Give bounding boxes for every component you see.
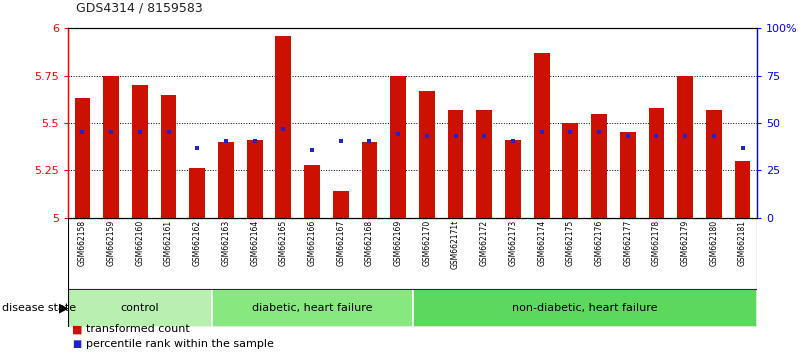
Text: GSM662179: GSM662179	[681, 220, 690, 266]
Text: GSM662176: GSM662176	[594, 220, 604, 266]
Bar	[448, 110, 464, 218]
Text: GSM662166: GSM662166	[308, 220, 316, 266]
Bar	[132, 85, 147, 218]
Bar	[333, 191, 348, 218]
Text: GSM662177: GSM662177	[623, 220, 632, 266]
Bar	[477, 110, 492, 218]
Text: ■: ■	[72, 324, 83, 335]
Text: GSM662178: GSM662178	[652, 220, 661, 266]
Bar	[189, 169, 205, 218]
Text: GSM662167: GSM662167	[336, 220, 345, 266]
Text: GSM662160: GSM662160	[135, 220, 144, 266]
Bar	[390, 76, 406, 218]
Text: GSM662175: GSM662175	[566, 220, 575, 266]
Bar	[649, 108, 664, 218]
Bar	[211, 289, 413, 327]
Bar	[562, 123, 578, 218]
Text: GSM662158: GSM662158	[78, 220, 87, 266]
Text: ■: ■	[72, 338, 82, 349]
Bar	[68, 289, 211, 327]
Bar	[218, 142, 234, 218]
Text: non-diabetic, heart failure: non-diabetic, heart failure	[512, 303, 658, 313]
Bar	[533, 53, 549, 218]
Text: control: control	[120, 303, 159, 313]
Text: GSM662181: GSM662181	[738, 220, 747, 266]
Bar	[678, 76, 693, 218]
Bar	[74, 98, 91, 218]
Bar	[620, 132, 636, 218]
Text: GSM662169: GSM662169	[393, 220, 403, 266]
Text: disease state: disease state	[2, 303, 76, 313]
Text: GSM662180: GSM662180	[710, 220, 718, 266]
Text: GSM662171t: GSM662171t	[451, 220, 460, 269]
Text: GSM662173: GSM662173	[509, 220, 517, 266]
Text: GSM662174: GSM662174	[537, 220, 546, 266]
Bar	[161, 95, 176, 218]
Bar	[247, 140, 263, 218]
Text: ▶: ▶	[58, 302, 68, 314]
Text: GSM662172: GSM662172	[480, 220, 489, 266]
Text: GSM662165: GSM662165	[279, 220, 288, 266]
Text: GSM662168: GSM662168	[365, 220, 374, 266]
Text: GSM662162: GSM662162	[193, 220, 202, 266]
Bar	[735, 161, 751, 218]
Text: GSM662164: GSM662164	[250, 220, 260, 266]
Text: transformed count: transformed count	[86, 324, 190, 335]
Text: percentile rank within the sample: percentile rank within the sample	[86, 338, 274, 349]
Bar	[304, 165, 320, 218]
Bar	[419, 91, 435, 218]
Bar	[591, 114, 607, 218]
Bar	[413, 289, 757, 327]
Bar	[505, 140, 521, 218]
Bar	[276, 36, 292, 218]
Text: GSM662163: GSM662163	[221, 220, 231, 266]
Text: GSM662170: GSM662170	[422, 220, 432, 266]
Text: GDS4314 / 8159583: GDS4314 / 8159583	[76, 1, 203, 14]
Text: diabetic, heart failure: diabetic, heart failure	[252, 303, 372, 313]
Text: GSM662159: GSM662159	[107, 220, 115, 266]
Text: GSM662161: GSM662161	[164, 220, 173, 266]
Bar	[706, 110, 722, 218]
Bar	[103, 76, 119, 218]
Bar	[361, 142, 377, 218]
